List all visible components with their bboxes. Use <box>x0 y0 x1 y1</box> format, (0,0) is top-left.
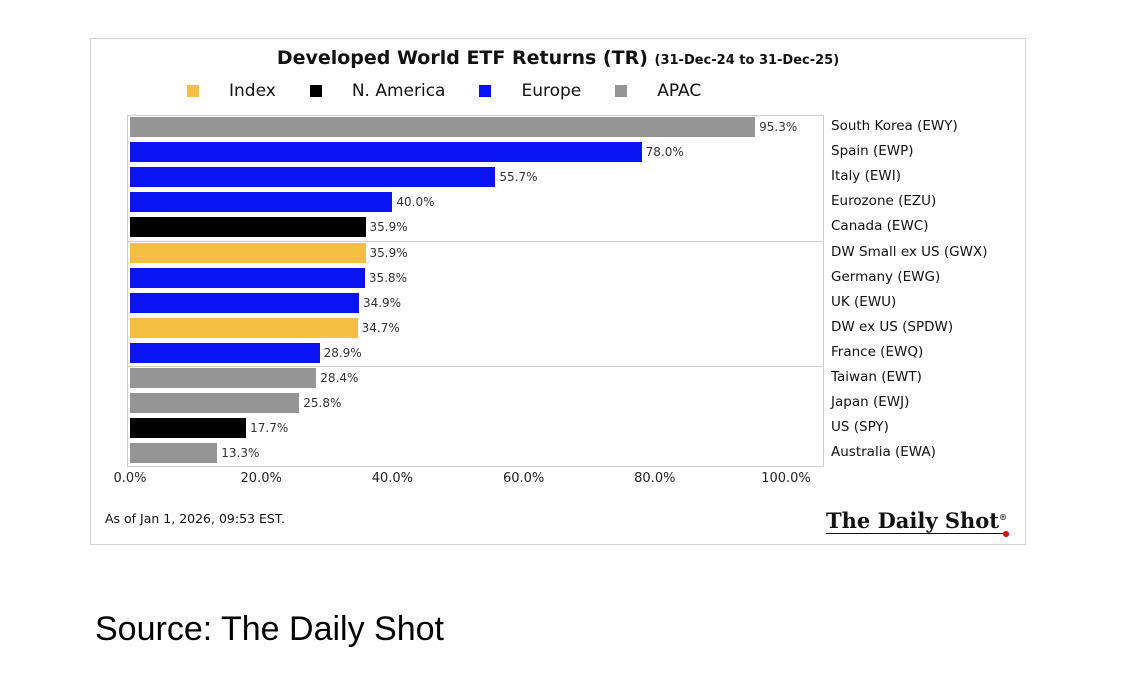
value-label: 35.9% <box>369 220 408 235</box>
title-text: Developed World ETF Returns (TR) <box>276 47 648 69</box>
category-label: DW ex US (SPDW) <box>831 318 954 335</box>
source-caption: Source: The Daily Shot <box>95 610 444 648</box>
legend-item: Europe <box>479 81 581 101</box>
x-tick-label: 40.0% <box>371 471 414 486</box>
category-label: Italy (EWI) <box>831 168 901 185</box>
legend-label: Index <box>229 81 276 101</box>
legend-swatch <box>479 85 492 97</box>
value-label: 13.3% <box>221 446 260 461</box>
bar <box>130 368 317 388</box>
chart-subtitle: (31-Dec-24 to 31-Dec-25) <box>654 53 840 68</box>
value-label: 28.9% <box>323 345 362 360</box>
as-of-note: As of Jan 1, 2026, 09:53 EST. <box>105 511 285 526</box>
bar <box>130 292 359 313</box>
x-tick-label: 20.0% <box>240 471 282 486</box>
category-label: Germany (EWG) <box>831 268 941 285</box>
legend-label: N. America <box>351 81 446 101</box>
category-label: Eurozone (EZU) <box>831 193 937 210</box>
legend-label: APAC <box>657 81 702 101</box>
bar <box>130 418 247 439</box>
value-label: 95.3% <box>759 120 798 134</box>
x-tick-label: 100.0% <box>761 471 811 486</box>
bar <box>130 242 366 263</box>
category-label: Taiwan (EWT) <box>831 369 922 385</box>
value-label: 35.9% <box>369 245 408 260</box>
bar <box>130 317 358 338</box>
value-label: 55.7% <box>499 170 538 185</box>
value-label: 17.7% <box>250 421 289 436</box>
bar <box>130 217 366 238</box>
bar <box>130 443 218 464</box>
value-label: 78.0% <box>645 145 684 160</box>
value-label: 35.8% <box>368 270 407 285</box>
logo-dot <box>1003 531 1009 537</box>
category-label: UK (EWU) <box>831 293 897 310</box>
bar <box>130 393 300 414</box>
chart-title: Developed World ETF Returns (TR) (31-Dec… <box>91 47 1025 69</box>
category-label: South Korea (EWY) <box>831 118 958 134</box>
category-label: DW Small ex US (GWX) <box>831 243 988 260</box>
bar <box>130 192 393 213</box>
bar <box>130 267 365 288</box>
bar <box>130 342 320 363</box>
value-label: 34.7% <box>361 320 400 335</box>
value-label: 28.4% <box>320 371 359 385</box>
legend: Index N. America Europe APAC <box>187 81 735 101</box>
legend-item: N. America <box>309 81 446 101</box>
group-box <box>127 366 824 468</box>
bar <box>130 117 756 137</box>
legend-item: APAC <box>615 81 701 101</box>
legend-swatch <box>615 85 628 97</box>
legend-item: Index <box>187 81 276 101</box>
category-label: France (EWQ) <box>831 343 924 360</box>
category-label: Canada (EWC) <box>831 218 929 235</box>
x-tick-label: 0.0% <box>113 471 147 486</box>
daily-shot-logo: The Daily Shot® <box>826 505 1009 537</box>
x-tick-label: 80.0% <box>634 471 676 486</box>
chart-frame: Developed World ETF Returns (TR) (31-Dec… <box>90 38 1026 545</box>
value-label: 25.8% <box>303 396 342 411</box>
bar <box>130 142 642 163</box>
category-label: Australia (EWA) <box>831 444 936 461</box>
bar <box>130 167 496 188</box>
legend-label: Europe <box>521 81 582 101</box>
legend-swatch <box>309 85 322 97</box>
legend-swatch <box>187 85 199 97</box>
x-tick-label: 60.0% <box>502 471 545 486</box>
value-label: 34.9% <box>362 295 402 310</box>
value-label: 40.0% <box>396 195 435 210</box>
category-label: US (SPY) <box>831 419 889 436</box>
category-label: Spain (EWP) <box>831 143 914 160</box>
category-label: Japan (EWJ) <box>831 394 910 411</box>
